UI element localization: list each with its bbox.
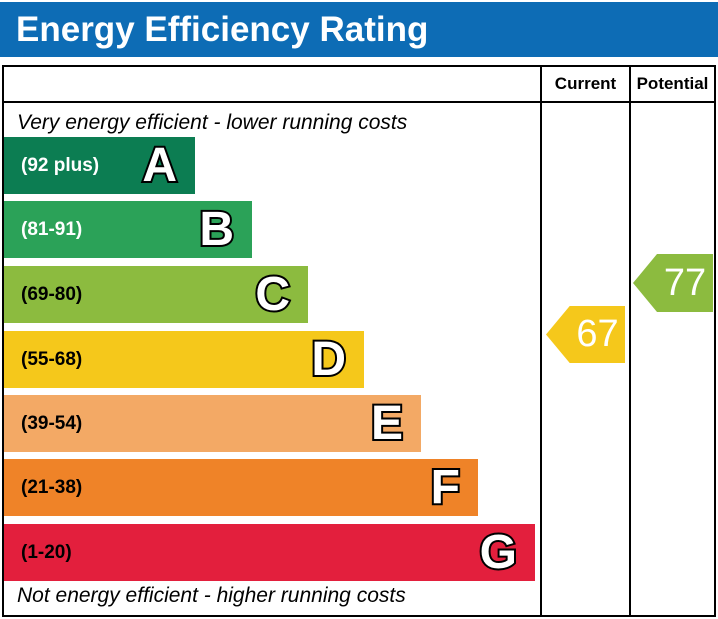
band-a-letter: A xyxy=(140,138,179,192)
band-f-bar: (21-38) F xyxy=(4,459,478,516)
band-b-letter: B xyxy=(197,202,236,256)
column-divider-current xyxy=(540,67,542,615)
band-g-letter: G xyxy=(478,525,519,579)
band-e-bar: (39-54) E xyxy=(4,395,421,452)
band-b-bar: (81-91) B xyxy=(4,201,252,258)
band-d-letter: D xyxy=(309,332,348,386)
band-e-letter: E xyxy=(369,396,405,450)
current-rating-value: 67 xyxy=(576,313,619,355)
header-row-divider xyxy=(4,101,714,103)
bottom-caption: Not energy efficient - higher running co… xyxy=(17,584,406,607)
current-column-header: Current xyxy=(554,74,617,93)
band-a-bar: (92 plus) A xyxy=(4,137,195,194)
rating-table: Current Potential Very energy efficient … xyxy=(2,65,716,617)
page-title: Energy Efficiency Rating xyxy=(16,9,429,49)
band-c-bar: (69-80) C xyxy=(4,266,308,323)
potential-rating-arrow: 77 xyxy=(633,254,713,312)
potential-rating-value: 77 xyxy=(663,261,707,304)
band-g-bar: (1-20) G xyxy=(4,524,535,581)
band-b-range-label: (81-91) xyxy=(21,218,83,240)
band-c-range-label: (69-80) xyxy=(21,283,83,305)
top-caption: Very energy efficient - lower running co… xyxy=(17,111,408,134)
column-divider-potential xyxy=(629,67,631,615)
current-rating-arrow: 67 xyxy=(546,306,625,363)
band-e-range-label: (39-54) xyxy=(21,412,83,434)
band-d-bar: (55-68) D xyxy=(4,331,364,388)
band-c-letter: C xyxy=(253,267,292,321)
band-d-range-label: (55-68) xyxy=(21,348,83,370)
band-g-range-label: (1-20) xyxy=(21,541,72,563)
band-f-letter: F xyxy=(429,460,462,514)
potential-column-header: Potential xyxy=(636,74,709,93)
title-bar: Energy Efficiency Rating xyxy=(0,2,718,57)
band-a-range-label: (92 plus) xyxy=(21,154,100,176)
band-f-range-label: (21-38) xyxy=(21,476,83,498)
